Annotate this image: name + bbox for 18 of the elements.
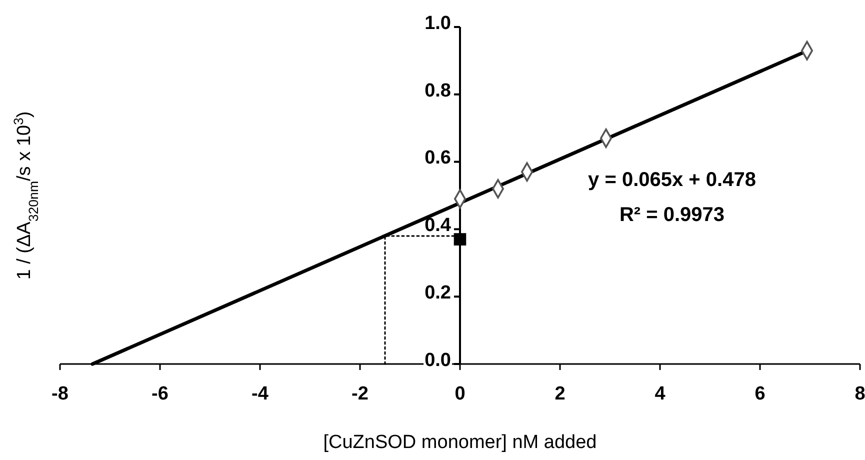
x-tick-label: 4: [654, 384, 666, 405]
x-tick-label: -6: [152, 384, 168, 405]
x-tick-label: 2: [554, 384, 566, 405]
y-tick-label: 0.4: [424, 215, 452, 236]
x-tick-label: 0: [454, 384, 466, 405]
x-tick-label: -8: [52, 384, 68, 405]
annotation: y = 0.065x + 0.478: [588, 169, 756, 191]
y-tick-label: 0.8: [424, 80, 451, 102]
x-tick-label: -2: [352, 384, 368, 405]
x-tick-label: 6: [754, 384, 766, 405]
y-tick-label: 0.2: [424, 282, 451, 304]
x-tick-label: -4: [252, 384, 269, 405]
y-tick-label: 1.0: [424, 12, 451, 34]
y-tick-label: 0.6: [424, 148, 451, 169]
annotation: R² = 0.9973: [619, 204, 725, 226]
x-tick-label: 8: [854, 384, 865, 405]
y-tick-label: 0.0: [424, 350, 451, 371]
x-axis-title: [CuZnSOD monomer] nM added: [323, 432, 597, 453]
